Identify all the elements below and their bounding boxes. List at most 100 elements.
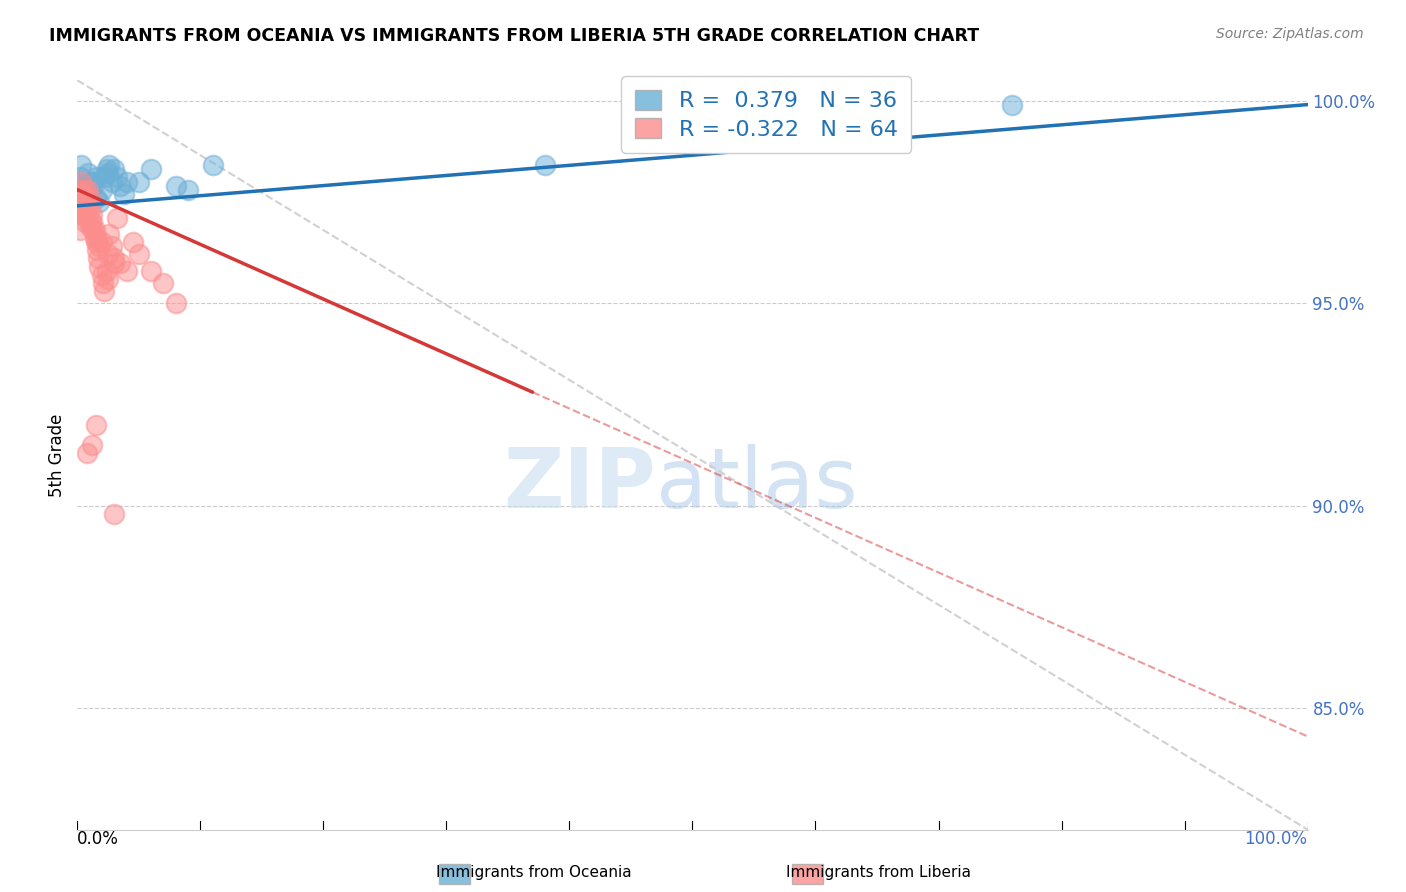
Point <box>84 417 107 432</box>
Point <box>79 191 101 205</box>
Point <box>76 207 98 221</box>
Point <box>82 175 104 189</box>
Text: atlas: atlas <box>655 444 858 525</box>
Point <box>86 244 108 258</box>
Point <box>96 263 118 277</box>
Point <box>76 446 98 460</box>
Text: Immigrants from Liberia: Immigrants from Liberia <box>786 865 972 880</box>
Point <box>79 183 101 197</box>
Legend: R =  0.379   N = 36, R = -0.322   N = 64: R = 0.379 N = 36, R = -0.322 N = 64 <box>621 77 911 153</box>
Point <box>165 296 187 310</box>
Point <box>103 507 125 521</box>
Point <box>79 219 101 233</box>
Point <box>70 158 93 172</box>
Point <box>105 170 128 185</box>
Point <box>75 207 97 221</box>
Point <box>97 247 120 261</box>
Point <box>69 183 91 197</box>
Point <box>73 215 96 229</box>
Point <box>86 231 108 245</box>
Point <box>93 170 115 185</box>
Point <box>89 194 111 209</box>
Point <box>76 199 98 213</box>
Point <box>70 183 93 197</box>
Point <box>84 191 107 205</box>
Point <box>82 207 104 221</box>
Point <box>101 175 124 189</box>
Point <box>67 207 90 221</box>
Point <box>72 194 94 209</box>
Point <box>83 231 105 245</box>
Point <box>534 158 557 172</box>
Point <box>77 166 100 180</box>
Point <box>69 170 91 185</box>
Point <box>73 202 96 217</box>
Point <box>93 284 115 298</box>
Point <box>75 194 97 209</box>
Point <box>90 235 114 250</box>
Point <box>90 183 114 197</box>
Point <box>90 268 114 282</box>
Point <box>72 186 94 201</box>
Point <box>70 194 93 209</box>
Point <box>98 158 121 172</box>
Point <box>98 227 121 242</box>
Text: Source: ZipAtlas.com: Source: ZipAtlas.com <box>1216 27 1364 41</box>
Point <box>70 186 93 201</box>
Point <box>128 175 150 189</box>
Point <box>70 191 93 205</box>
Point <box>177 183 200 197</box>
Point <box>97 166 120 180</box>
Point <box>70 194 93 209</box>
Point <box>82 178 104 193</box>
Text: ZIP: ZIP <box>503 444 655 525</box>
Point <box>82 223 104 237</box>
Point <box>76 186 98 201</box>
Point <box>69 223 91 237</box>
Point <box>128 247 150 261</box>
Point <box>97 271 120 285</box>
Point <box>110 255 132 269</box>
Point <box>82 438 104 452</box>
Point <box>80 215 103 229</box>
Point <box>201 158 224 172</box>
Point <box>84 235 107 250</box>
Point <box>83 223 105 237</box>
Point <box>69 194 91 209</box>
Text: Immigrants from Oceania: Immigrants from Oceania <box>436 865 633 880</box>
Point <box>121 235 143 250</box>
Point <box>103 252 125 266</box>
Point <box>72 194 94 209</box>
Point <box>70 199 93 213</box>
Point <box>110 178 132 193</box>
Point <box>75 194 97 209</box>
Point <box>89 260 111 274</box>
Point <box>67 178 90 193</box>
Point <box>77 183 100 197</box>
Point <box>96 162 118 177</box>
Point <box>70 186 93 201</box>
Text: IMMIGRANTS FROM OCEANIA VS IMMIGRANTS FROM LIBERIA 5TH GRADE CORRELATION CHART: IMMIGRANTS FROM OCEANIA VS IMMIGRANTS FR… <box>49 27 980 45</box>
Point <box>91 276 114 290</box>
Point <box>73 178 96 193</box>
Point <box>86 170 108 185</box>
Point <box>101 239 124 253</box>
Point <box>105 211 128 225</box>
Point <box>112 186 135 201</box>
Point <box>115 263 138 277</box>
Point <box>70 207 93 221</box>
Point <box>79 202 101 217</box>
Point <box>103 255 125 269</box>
Text: 0.0%: 0.0% <box>77 830 120 847</box>
Point <box>1001 97 1024 112</box>
Point <box>141 162 163 177</box>
Point <box>89 239 111 253</box>
Text: 100.0%: 100.0% <box>1244 830 1308 847</box>
Point <box>67 191 90 205</box>
Point <box>70 175 93 189</box>
Point <box>73 183 96 197</box>
Point <box>165 178 187 193</box>
Point <box>75 191 97 205</box>
Point <box>141 263 163 277</box>
Point <box>103 162 125 177</box>
